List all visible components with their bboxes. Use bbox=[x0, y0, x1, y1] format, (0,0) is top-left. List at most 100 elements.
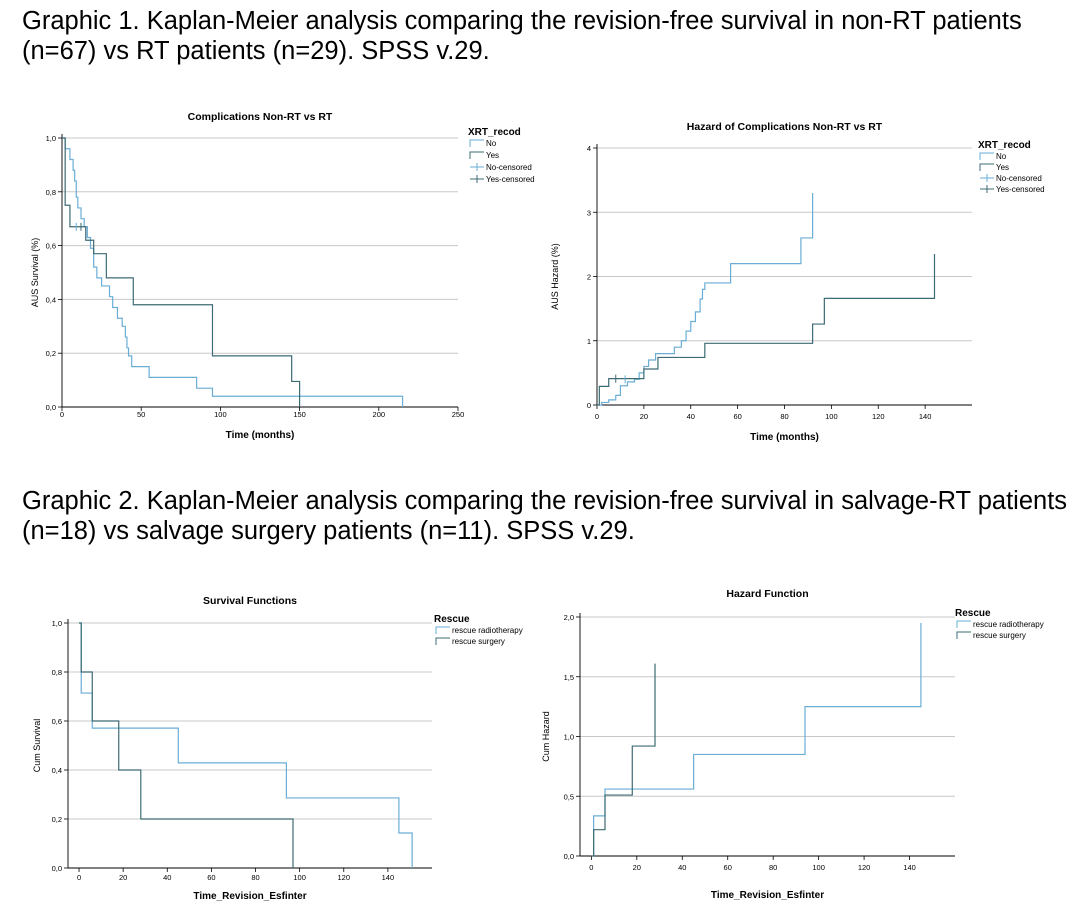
y-axis-label: AUS Hazard (%) bbox=[550, 243, 560, 310]
x-axis-label: Time (months) bbox=[750, 432, 819, 443]
y-tick-label: 0,0 bbox=[52, 864, 62, 873]
series-line bbox=[591, 622, 922, 857]
x-tick-label: 120 bbox=[872, 412, 885, 421]
x-tick-label: 20 bbox=[640, 412, 648, 421]
x-tick-label: 60 bbox=[207, 873, 215, 882]
x-tick-label: 80 bbox=[769, 863, 777, 872]
y-tick-label: 0,5 bbox=[564, 792, 574, 801]
x-tick-label: 40 bbox=[163, 873, 171, 882]
chart-title: Hazard of Complications Non-RT vs RT bbox=[687, 121, 883, 133]
legend-entry: No-censored bbox=[486, 163, 532, 172]
x-tick-label: 0 bbox=[77, 873, 81, 882]
series-line bbox=[597, 254, 936, 406]
legend-entry: No-censored bbox=[996, 174, 1042, 183]
y-tick-label: 2,0 bbox=[564, 613, 574, 622]
y-tick-label: 1,0 bbox=[564, 733, 574, 742]
y-tick-label: 1,5 bbox=[564, 673, 574, 682]
legend-swatch bbox=[979, 152, 994, 160]
y-tick-label: 0,4 bbox=[52, 766, 62, 775]
chart-complications: Complications Non-RT vs RT 0,0 0,2 0,4 0,6 0,… bbox=[30, 111, 535, 441]
chart-hazard-function: Hazard Function 0,0 0,5 1,0 1,5 2,0 0 20 40 60 80 1… bbox=[541, 588, 1044, 901]
x-tick-label: 120 bbox=[858, 863, 871, 872]
series-line bbox=[62, 137, 301, 407]
legend-swatch bbox=[956, 631, 971, 639]
legend-title: XRT_recod bbox=[978, 140, 1031, 151]
series-line bbox=[62, 137, 404, 407]
y-tick-label: 2 bbox=[587, 273, 591, 282]
legend-entry: Yes-censored bbox=[996, 185, 1045, 194]
y-tick-label: 0 bbox=[587, 401, 591, 410]
legend-entry: Yes bbox=[996, 163, 1009, 172]
y-tick-label: 0,2 bbox=[46, 349, 56, 358]
legend-title: Rescue bbox=[955, 608, 991, 619]
x-tick-label: 140 bbox=[382, 873, 395, 882]
y-tick-label: 1 bbox=[587, 337, 591, 346]
y-tick-label: 0,8 bbox=[46, 188, 56, 197]
legend-swatch bbox=[469, 139, 484, 147]
x-tick-label: 100 bbox=[214, 410, 227, 419]
series-line bbox=[79, 622, 294, 868]
legend-entry: Yes-censored bbox=[486, 175, 535, 184]
y-tick-label: 0,8 bbox=[52, 668, 62, 677]
graphic-2-caption: Graphic 2. Kaplan-Meier analysis compari… bbox=[22, 487, 1068, 545]
x-tick-label: 80 bbox=[780, 412, 788, 421]
x-tick-label: 150 bbox=[293, 410, 306, 419]
chart-title: Survival Functions bbox=[203, 595, 297, 607]
legend-swatch bbox=[435, 626, 450, 634]
legend-swatch bbox=[979, 163, 994, 171]
x-tick-label: 100 bbox=[293, 873, 306, 882]
y-tick-label: 0,0 bbox=[46, 403, 56, 412]
x-tick-label: 200 bbox=[373, 410, 386, 419]
y-tick-label: 1,0 bbox=[46, 134, 56, 143]
legend-entry: rescue radiotherapy bbox=[452, 626, 523, 635]
x-axis-label: Time_Revision_Esfinter bbox=[193, 891, 306, 902]
x-tick-label: 80 bbox=[251, 873, 259, 882]
legend-swatch bbox=[469, 151, 484, 159]
x-tick-label: 0 bbox=[595, 412, 599, 421]
y-tick-label: 4 bbox=[587, 144, 591, 153]
y-tick-label: 0,2 bbox=[52, 815, 62, 824]
chart-title: Hazard Function bbox=[726, 588, 808, 600]
legend-entry: No bbox=[486, 139, 497, 148]
x-tick-label: 250 bbox=[452, 410, 465, 419]
x-tick-label: 50 bbox=[137, 410, 145, 419]
legend-entry: rescue surgery bbox=[452, 637, 505, 646]
x-tick-label: 40 bbox=[678, 863, 686, 872]
x-tick-label: 60 bbox=[724, 863, 732, 872]
x-tick-label: 20 bbox=[633, 863, 641, 872]
y-tick-label: 0,4 bbox=[46, 295, 56, 304]
x-tick-label: 100 bbox=[825, 412, 838, 421]
y-axis-label: AUS Survival (%) bbox=[30, 238, 40, 308]
legend-entry: rescue radiotherapy bbox=[973, 620, 1044, 629]
x-axis-label: Time (months) bbox=[226, 430, 295, 441]
series-line bbox=[79, 622, 413, 868]
legend-title: Rescue bbox=[434, 614, 470, 625]
series-line bbox=[591, 663, 656, 857]
chart-title: Complications Non-RT vs RT bbox=[188, 111, 333, 123]
x-tick-label: 140 bbox=[903, 863, 916, 872]
x-axis-label: Time_Revision_Esfinter bbox=[711, 890, 824, 901]
y-axis-label: Cum Survival bbox=[32, 719, 42, 773]
legend-entry: rescue surgery bbox=[973, 631, 1026, 640]
graphic-1-caption: Graphic 1. Kaplan-Meier analysis compari… bbox=[22, 7, 1022, 65]
chart-hazard-complications: Hazard of Complications Non-RT vs RT 0 1 2 3… bbox=[550, 121, 1045, 443]
legend-swatch bbox=[956, 620, 971, 628]
x-tick-label: 0 bbox=[589, 863, 593, 872]
legend-title: XRT_recod bbox=[468, 127, 521, 138]
series-line bbox=[597, 192, 814, 406]
x-tick-label: 20 bbox=[119, 873, 127, 882]
x-tick-label: 100 bbox=[812, 863, 825, 872]
x-tick-label: 140 bbox=[919, 412, 932, 421]
y-tick-label: 0,0 bbox=[564, 852, 574, 861]
y-axis-label: Cum Hazard bbox=[541, 711, 551, 762]
x-tick-label: 60 bbox=[733, 412, 741, 421]
legend-entry: Yes bbox=[486, 151, 499, 160]
chart-survival-functions: Survival Functions 0,0 0,2 0,4 0,6 0,8 1,0 0 20 4… bbox=[32, 595, 523, 902]
y-tick-label: 0,6 bbox=[46, 242, 56, 251]
legend-swatch bbox=[435, 637, 450, 645]
x-tick-label: 0 bbox=[60, 410, 64, 419]
x-tick-label: 40 bbox=[687, 412, 695, 421]
y-tick-label: 3 bbox=[587, 208, 591, 217]
x-tick-label: 120 bbox=[337, 873, 350, 882]
y-tick-label: 0,6 bbox=[52, 717, 62, 726]
